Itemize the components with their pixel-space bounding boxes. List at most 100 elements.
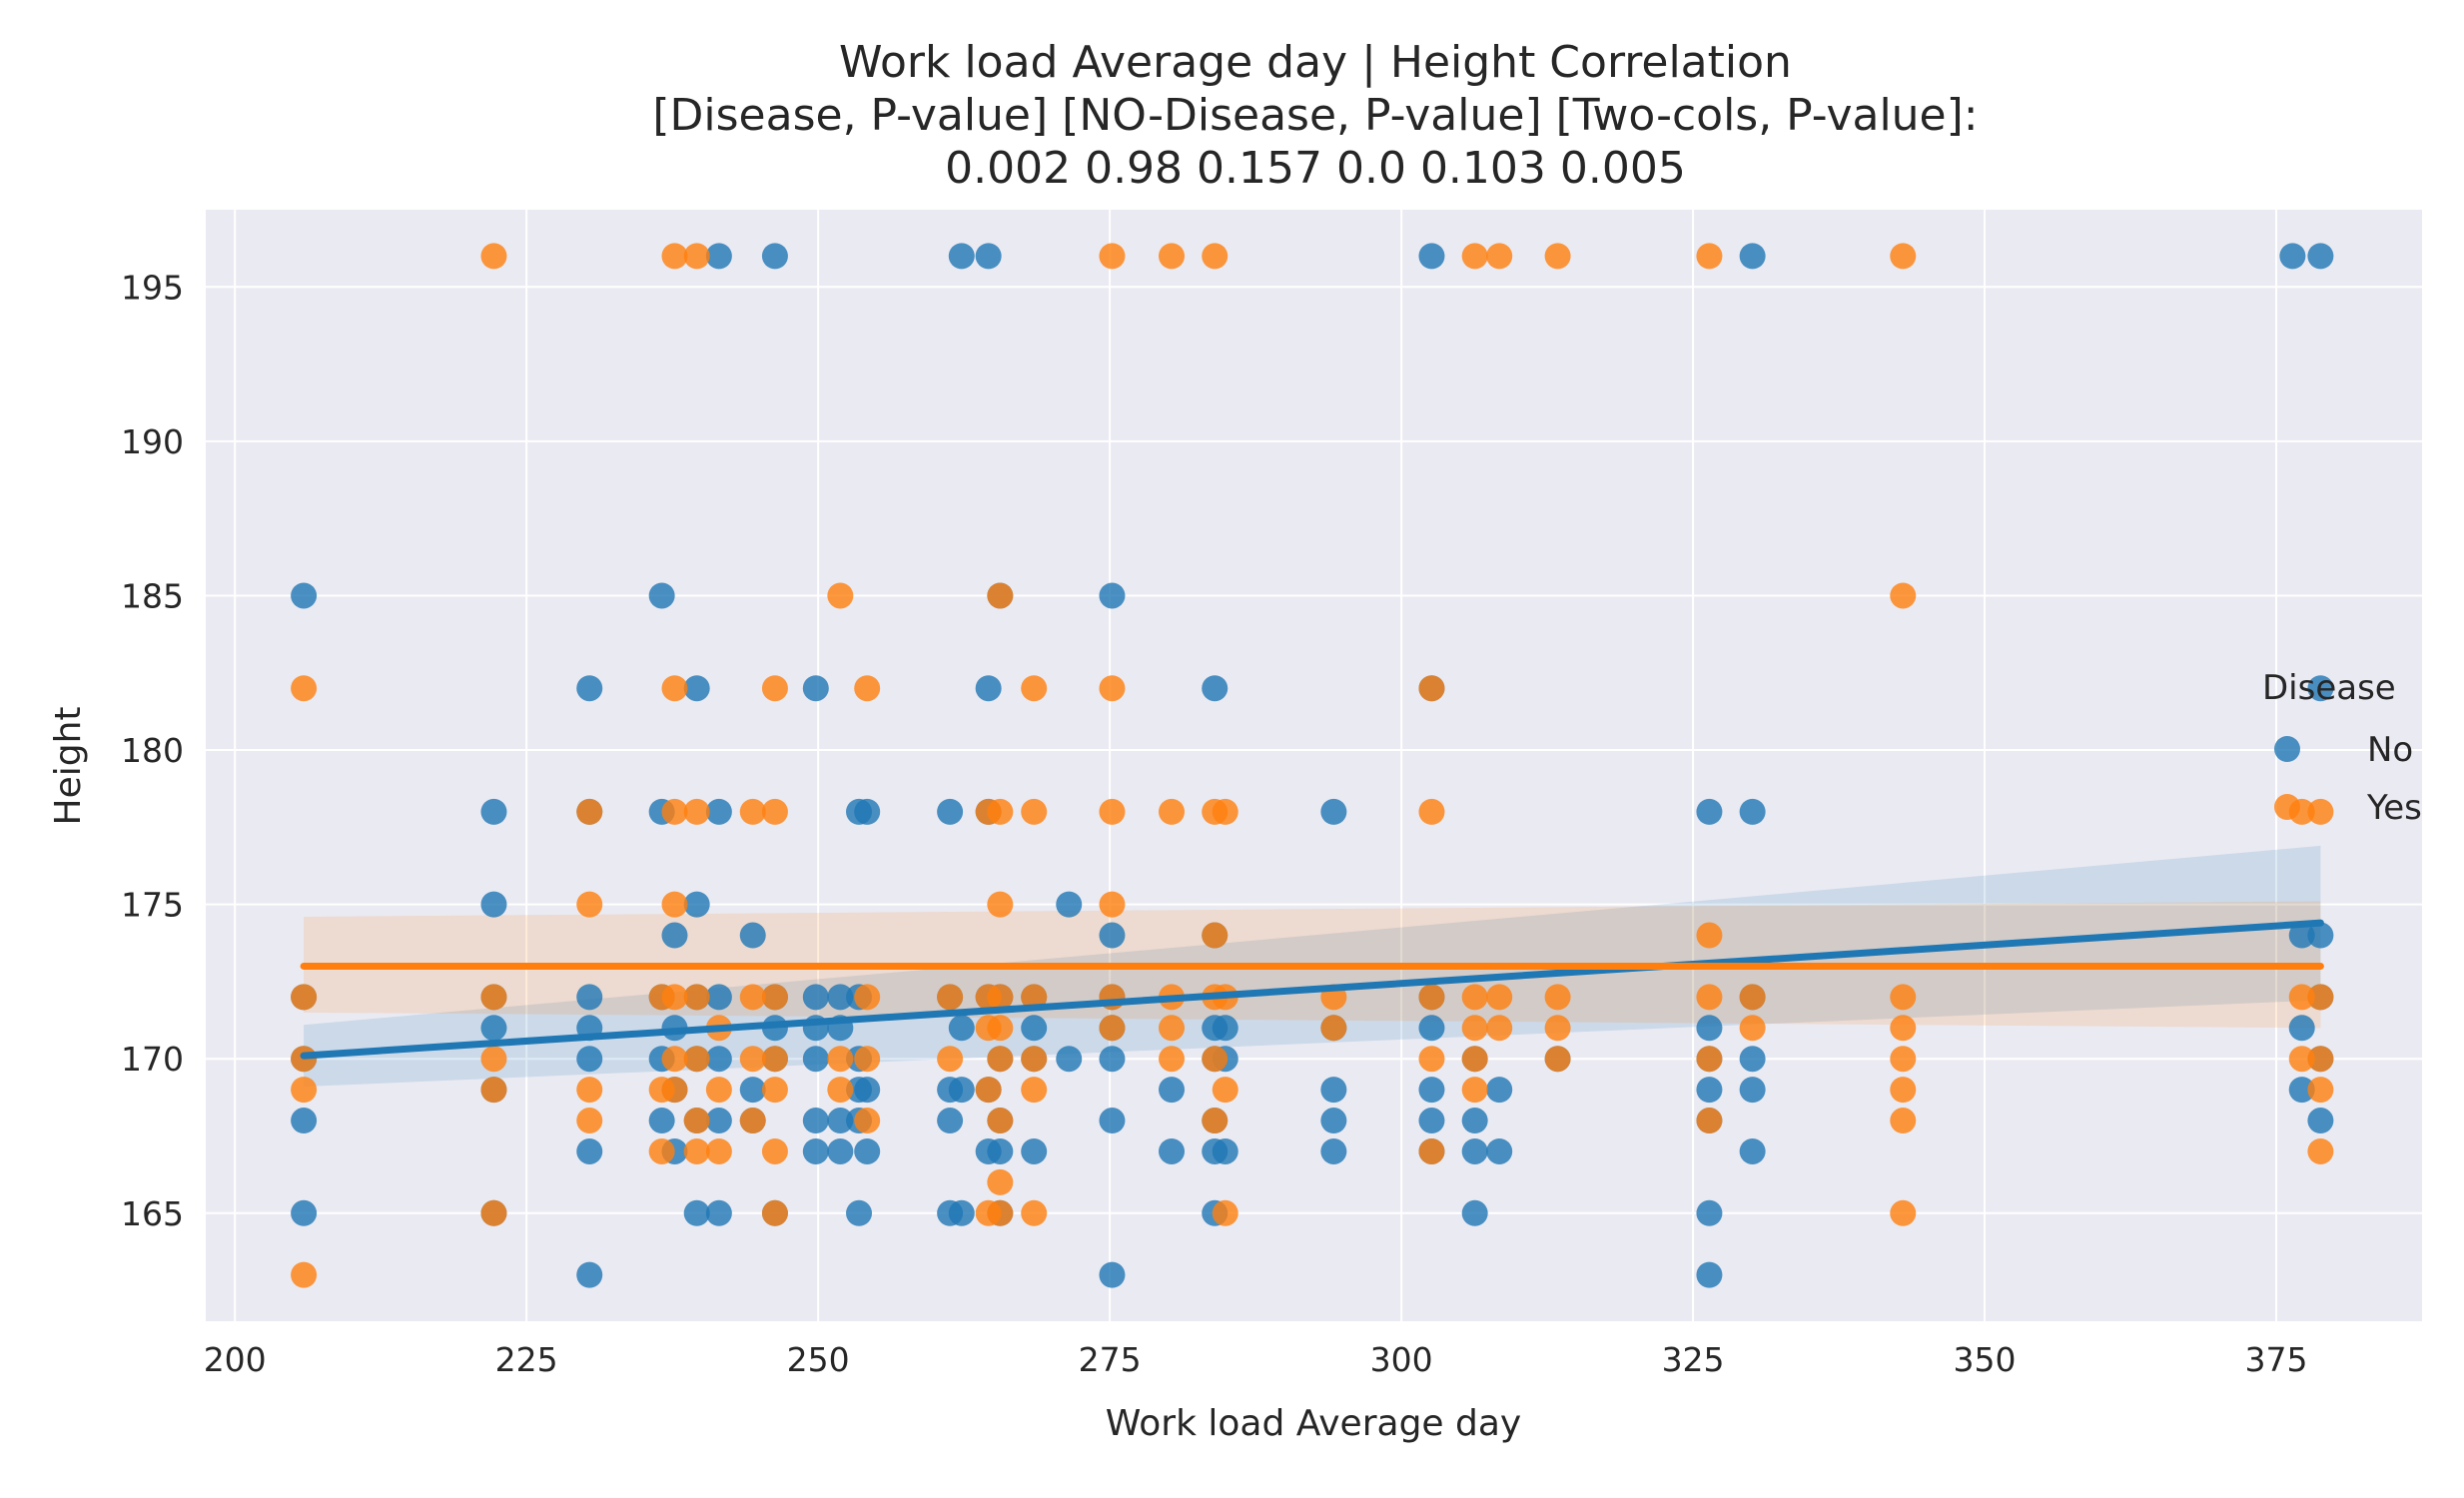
data-point-yes [2307,1137,2334,1164]
data-point-no [2307,675,2334,702]
data-point-yes [739,984,766,1011]
data-point-yes [1021,1046,1048,1073]
data-point-yes [987,1015,1014,1042]
data-point-yes [761,984,788,1011]
data-point-no [802,1108,829,1134]
data-point-no [761,243,788,270]
data-point-yes [661,675,688,702]
data-point-yes [1544,1046,1571,1073]
data-point-no [1202,675,1229,702]
data-point-yes [1544,1015,1571,1042]
data-point-yes [1021,1077,1048,1104]
data-point-no [1739,798,1766,825]
data-point-yes [576,891,603,918]
data-point-no [1212,1015,1238,1042]
data-point-yes [1159,798,1186,825]
y-tick-label: 190 [121,422,184,461]
data-point-yes [648,1137,675,1164]
data-point-no [854,1137,881,1164]
data-point-no [480,1015,507,1042]
data-point-no [683,891,710,918]
data-point-yes [705,1077,732,1104]
data-point-yes [1418,1137,1445,1164]
data-point-yes [1418,798,1445,825]
data-point-yes [827,582,854,609]
data-point-no [1159,1137,1186,1164]
data-point-yes [1202,1046,1229,1073]
data-point-no [975,675,1002,702]
data-point-yes [987,798,1014,825]
data-point-yes [975,1077,1002,1104]
data-point-yes [1696,984,1723,1011]
y-tick-label: 185 [121,576,184,615]
data-point-no [2307,922,2334,949]
data-point-no [846,1199,873,1226]
data-point-yes [761,1046,788,1073]
data-point-yes [1099,243,1126,270]
data-point-yes [1461,1046,1488,1073]
data-point-yes [987,582,1014,609]
data-point-yes [761,675,788,702]
data-point-yes [1739,984,1766,1011]
data-point-yes [761,1199,788,1226]
data-point-yes [1486,1015,1513,1042]
data-point-yes [739,1108,766,1134]
data-point-yes [987,1046,1014,1073]
data-point-yes [1461,1077,1488,1104]
data-point-yes [1159,243,1186,270]
data-point-yes [1418,675,1445,702]
data-point-yes [683,984,710,1011]
data-point-yes [937,1046,964,1073]
data-point-yes [1212,798,1238,825]
data-point-yes [761,1077,788,1104]
data-point-no [1099,582,1126,609]
data-point-yes [480,1046,507,1073]
data-point-yes [1486,984,1513,1011]
data-point-no [576,1046,603,1073]
data-point-yes [1890,1077,1917,1104]
data-point-yes [1890,1108,1917,1134]
data-point-no [1021,1137,1048,1164]
data-point-no [1696,1077,1723,1104]
x-axis-label: Work load Average day [1106,1403,1521,1444]
data-point-no [291,1108,318,1134]
data-point-yes [1696,243,1723,270]
data-point-yes [1696,1108,1723,1134]
data-point-yes [1890,582,1917,609]
data-point-yes [1544,243,1571,270]
data-point-no [1739,1046,1766,1073]
data-point-no [661,922,688,949]
legend-marker-no [2274,736,2300,762]
data-point-no [683,675,710,702]
data-point-no [2307,1108,2334,1134]
data-point-yes [854,1046,881,1073]
data-point-no [1159,1077,1186,1104]
data-point-yes [1890,243,1917,270]
data-point-yes [1099,675,1126,702]
data-point-no [1461,1137,1488,1164]
data-point-yes [2288,984,2315,1011]
data-point-yes [987,891,1014,918]
data-point-no [854,1077,881,1104]
data-points [291,243,2334,1288]
data-point-no [705,798,732,825]
data-point-yes [1739,1015,1766,1042]
data-point-no [1320,1108,1347,1134]
data-point-no [1696,1261,1723,1288]
data-point-yes [937,984,964,1011]
legend-label-no: No [2367,730,2413,770]
x-tick-label: 350 [1954,1340,2017,1379]
data-point-no [480,891,507,918]
data-point-no [827,984,854,1011]
data-point-no [2288,922,2315,949]
data-point-yes [2307,984,2334,1011]
data-point-no [802,984,829,1011]
data-point-yes [1212,1199,1238,1226]
data-point-no [1056,1046,1083,1073]
y-tick-label: 175 [121,886,184,925]
data-point-yes [761,798,788,825]
data-point-no [480,798,507,825]
data-point-no [1461,1108,1488,1134]
legend-title: Disease [2262,668,2396,708]
